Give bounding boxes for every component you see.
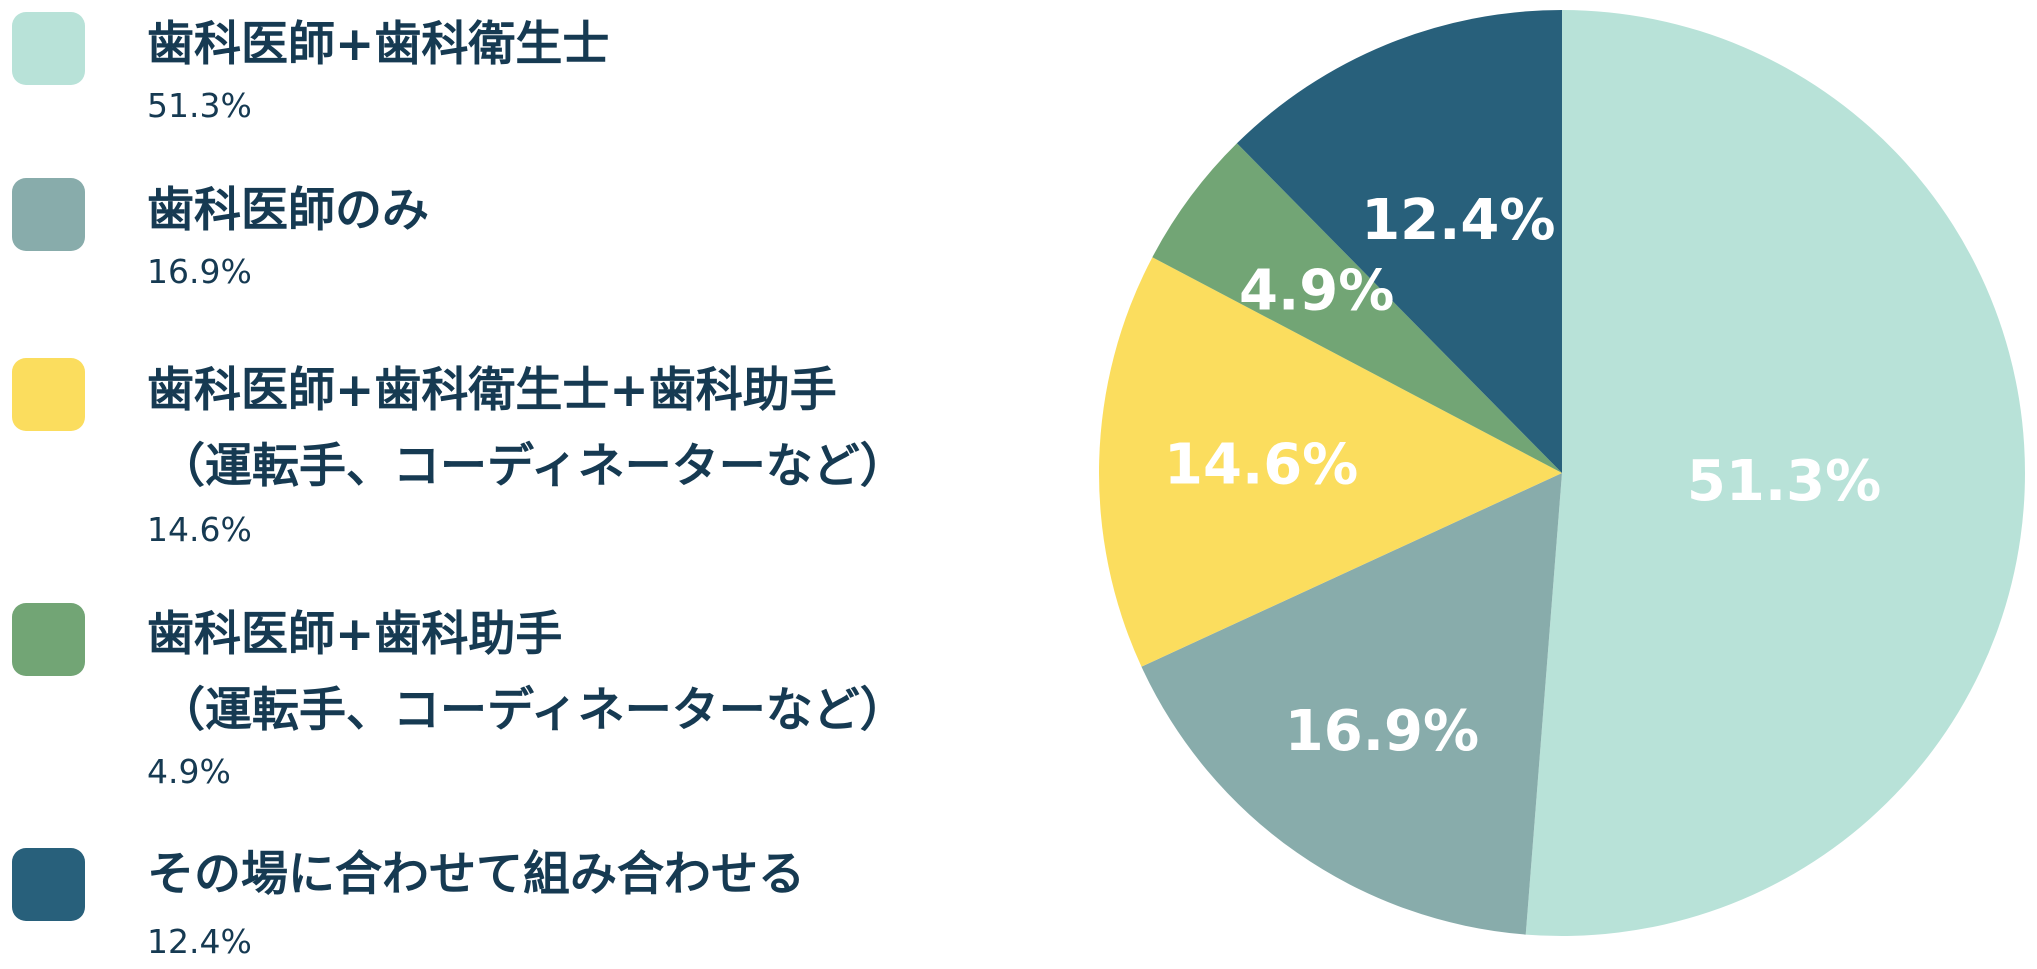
slice-value-label: 51.3% [1687,449,1881,514]
slice-value-label: 12.4% [1361,188,1555,253]
slice-dentist-assistant [1152,143,1562,474]
legend-value: 12.4% [147,922,252,961]
slice-value-label: 4.9% [1239,258,1394,323]
legend-value: 16.9% [147,252,252,291]
legend-label: 歯科医師のみ [147,183,429,238]
legend-swatch [12,358,85,431]
slice-dentist-hygienist [1525,10,2025,936]
slice-dentist-hygienist-assistant [1099,257,1562,667]
legend-label: その場に合わせて組み合わせる [147,847,805,902]
slice-flexible [1236,10,1562,473]
slice-dentist-only [1141,473,1562,935]
legend-label: 歯科医師+歯科助手 [147,607,563,662]
legend-label-note: （運転手、コーディネーターなど） [158,683,907,738]
legend-value: 51.3% [147,86,252,125]
slice-value-label: 14.6% [1164,432,1358,497]
legend-value: 14.6% [147,510,252,549]
legend-value: 4.9% [147,752,231,791]
legend-swatch [12,178,85,251]
legend-label: 歯科医師+歯科衛生士+歯科助手 [147,363,837,418]
pie-chart: 51.3% 16.9% 14.6% 4.9%12.4% [1099,10,2025,936]
legend-swatch [12,12,85,85]
legend-label-note: （運転手、コーディネーターなど） [158,439,907,494]
legend-swatch [12,848,85,921]
legend-swatch [12,603,85,676]
legend-label: 歯科医師+歯科衛生士 [147,17,610,72]
chart-legend: 歯科医師+歯科衛生士 51.3% 歯科医師のみ 16.9% 歯科医師+歯科衛生士… [12,12,907,961]
slice-value-label: 16.9% [1285,699,1479,764]
